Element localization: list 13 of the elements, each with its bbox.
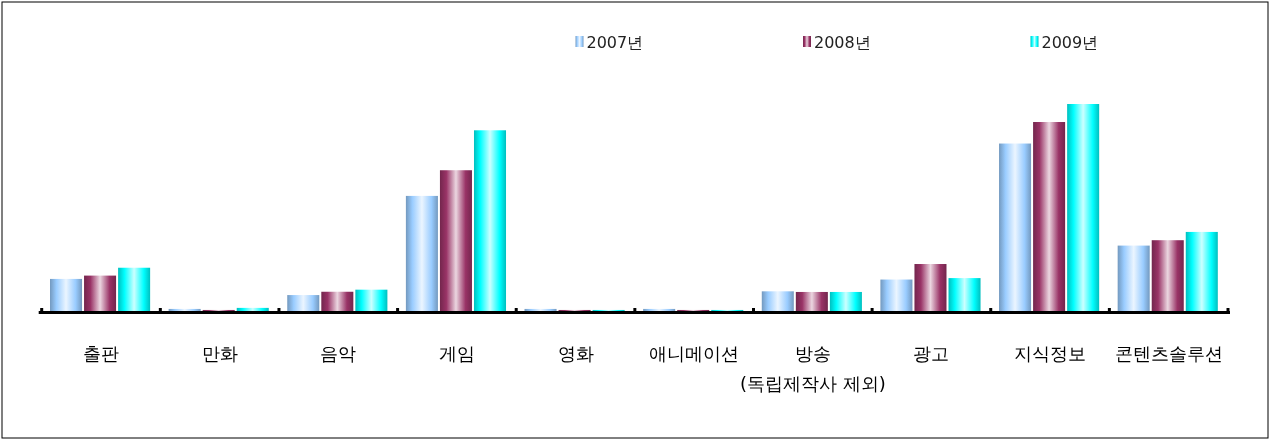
category-label: 출판 — [83, 343, 119, 364]
category-label: 애니메이션 — [649, 343, 740, 364]
category-label: 게임 — [438, 343, 475, 364]
legend-label: 2009년 — [1041, 33, 1099, 52]
category-label: 광고 — [913, 343, 950, 364]
category-label: 지식정보 — [1014, 343, 1087, 364]
category-label: 방송 (독립제작사 제외) — [739, 343, 886, 394]
category-label: 콘텐츠솔루션 — [1114, 343, 1223, 364]
legend-label: 2008년 — [814, 33, 871, 52]
category-label: 영화 — [557, 343, 594, 364]
category-label: 음악 — [320, 343, 357, 364]
category-label: 만화 — [201, 343, 238, 364]
legend-label: 2007년 — [586, 33, 644, 52]
